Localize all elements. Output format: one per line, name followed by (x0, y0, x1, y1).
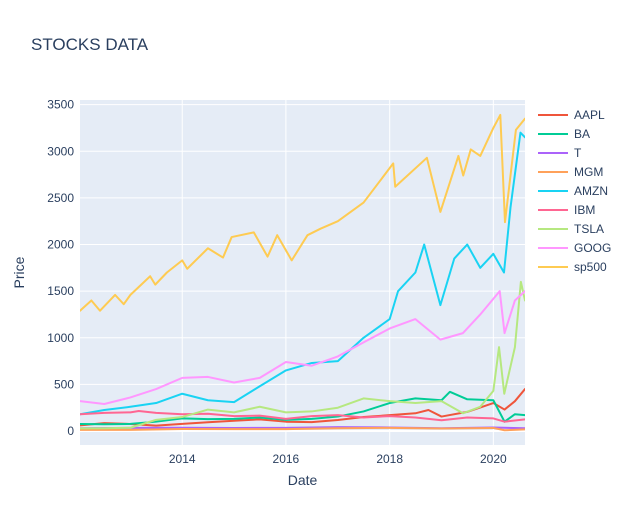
y-tick-label: 2000 (47, 238, 74, 252)
y-tick-label: 0 (67, 424, 74, 438)
legend: AAPL BA T MGM AMZN IBM TSLA GOOG sp500 (538, 108, 611, 274)
x-tick-label: 2020 (480, 452, 507, 466)
x-axis-title: Date (288, 472, 318, 488)
legend-label-ba: BA (574, 127, 590, 141)
legend-label-mgm: MGM (574, 165, 603, 179)
y-axis-title: Price (11, 256, 27, 288)
legend-label-aapl: AAPL (574, 108, 605, 122)
series-line-mgm (80, 426, 525, 432)
y-tick-label: 3500 (47, 98, 74, 112)
y-tick-label: 2500 (47, 191, 74, 205)
y-tick-label: 1000 (47, 331, 74, 345)
series-lines (80, 113, 525, 432)
legend-label-ibm: IBM (574, 203, 595, 217)
legend-label-tsla: TSLA (574, 222, 604, 236)
series-line-sp500 (80, 113, 525, 312)
legend-label-goog: GOOG (574, 241, 611, 255)
legend-label-sp500: sp500 (574, 260, 607, 274)
gridlines (80, 100, 525, 445)
series-line-tsla (80, 280, 525, 430)
y-tick-label: 1500 (47, 284, 74, 298)
y-tick-label: 500 (54, 377, 74, 391)
legend-label-amzn: AMZN (574, 184, 608, 198)
chart-title: STOCKS DATA (31, 35, 149, 54)
x-tick-label: 2014 (169, 452, 196, 466)
series-line-amzn (80, 131, 525, 416)
x-tick-label: 2018 (376, 452, 403, 466)
x-tick-label: 2016 (273, 452, 300, 466)
series-line-aapl (80, 388, 525, 427)
axis-ticks: 0 500 1000 1500 2000 2500 3000 3500 2014 2016 2018… (47, 98, 507, 466)
series-line-ibm (80, 409, 525, 423)
legend-label-t: T (574, 146, 582, 160)
series-line-goog (80, 290, 525, 405)
y-tick-label: 3000 (47, 144, 74, 158)
